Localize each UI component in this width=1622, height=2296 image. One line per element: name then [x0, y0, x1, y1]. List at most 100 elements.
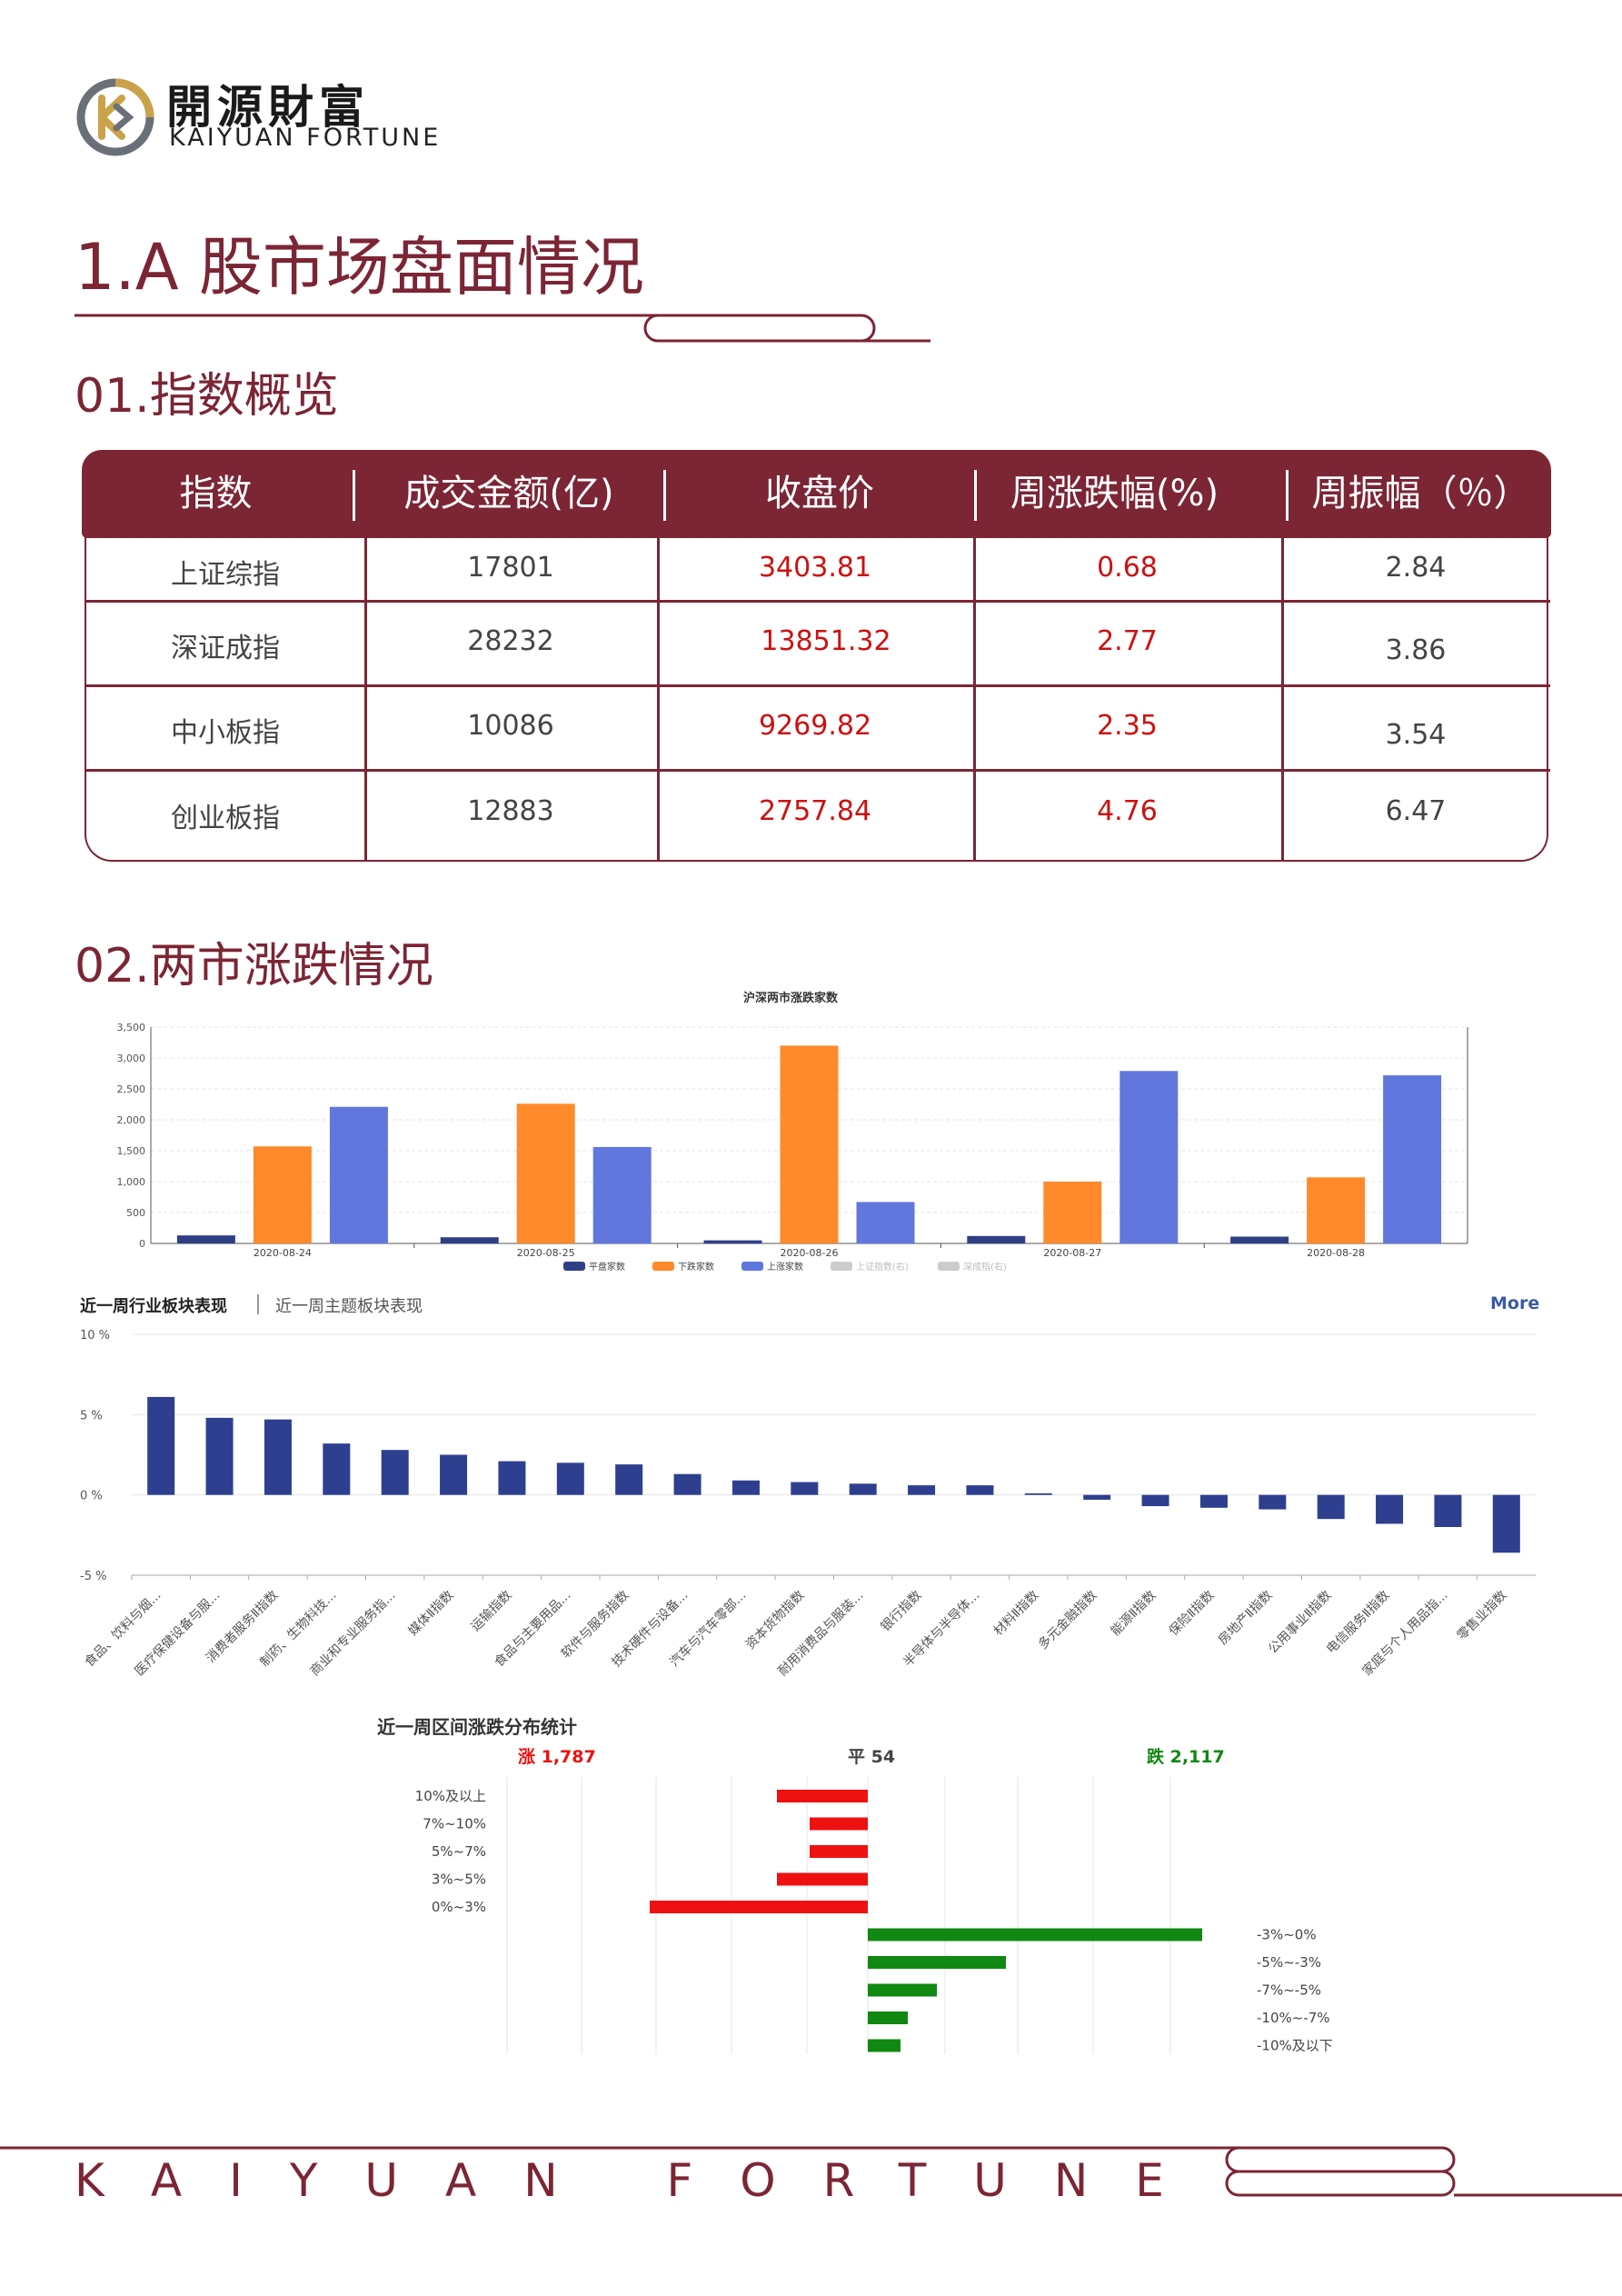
table-cell-amplitude: 6.47: [1385, 795, 1447, 827]
table-cell-turnover: 17801: [467, 552, 554, 584]
subsection-title-index-overview: 01.指数概览: [75, 369, 339, 424]
category-label: 商业和专业服务指...: [307, 1588, 399, 1680]
legend-label: 上涨家数: [767, 1261, 803, 1273]
bar-up: [810, 1845, 868, 1858]
section-title: 1.A 股市场盘面情况: [75, 230, 644, 304]
bar: [1024, 1492, 1052, 1495]
row-divider: [86, 684, 1550, 687]
tab-theme-sectors[interactable]: 近一周主题板块表现: [275, 1297, 423, 1316]
y-tick-label: -5 %: [80, 1570, 106, 1583]
footer-brand-text: KAIYUAN FORTUNE: [75, 2154, 1211, 2207]
bar: [381, 1450, 409, 1495]
column-divider: [1281, 536, 1284, 860]
brand-name-cn: 開源財富: [166, 80, 370, 134]
legend-swatch: [938, 1262, 960, 1271]
y-tick-label: 2,000: [117, 1114, 146, 1126]
bar-上涨家数: [856, 1202, 915, 1243]
bar-上涨家数: [1383, 1075, 1442, 1243]
bar-下跌家数: [516, 1103, 575, 1243]
bar: [1317, 1494, 1345, 1520]
tab-divider: [257, 1294, 259, 1314]
legend-swatch: [652, 1262, 674, 1271]
bar-平盘家数: [176, 1235, 235, 1243]
legend-label: 上证指数(右): [856, 1261, 909, 1273]
header-cell: 指数: [179, 473, 253, 514]
bar: [264, 1419, 292, 1495]
bar: [205, 1417, 234, 1495]
bar-up: [777, 1872, 868, 1886]
chart-grid: [506, 1777, 1171, 2054]
table-cell-turnover: 10086: [467, 710, 554, 742]
y-tick-label: 0: [139, 1238, 145, 1250]
summary-down: 跌 2,117: [1147, 1746, 1225, 1767]
table-cell-amplitude: 3.86: [1385, 634, 1447, 666]
table-cell-close: 3403.81: [758, 552, 872, 584]
bar: [556, 1462, 584, 1495]
column-divider: [364, 536, 367, 860]
table-cell-index-name: 上证综指: [171, 559, 280, 591]
bar-down: [868, 1983, 937, 1997]
header-cell: 周振幅（％）: [1311, 473, 1530, 514]
row-divider: [86, 600, 1550, 603]
y-tick-label: 3,500: [117, 1022, 146, 1033]
category-label: 0%~3%: [432, 1899, 486, 1915]
header-separator: [353, 470, 355, 521]
bar-down: [868, 1956, 1006, 1969]
bar-平盘家数: [440, 1237, 499, 1243]
bar-down: [868, 2039, 901, 2052]
bar: [731, 1480, 760, 1495]
bar-up: [810, 1817, 868, 1831]
x-tick-label: 2020-08-27: [1043, 1247, 1101, 1259]
legend-swatch: [563, 1262, 585, 1271]
x-tick-label: 2020-08-26: [781, 1247, 839, 1259]
legend-swatch: [741, 1262, 763, 1271]
bar: [1083, 1494, 1111, 1500]
category-label: 3%~5%: [432, 1872, 486, 1888]
chart-category-labels: 10%及以上 7%~10% 5%~7% 3%~5% 0%~3% -3%~0% -5%~-3%…: [415, 1788, 1333, 2054]
category-label: -3%~0%: [1257, 1927, 1317, 1943]
tab-industry-sectors[interactable]: 近一周行业板块表现: [80, 1297, 227, 1316]
table-cell-close: 2757.84: [758, 795, 872, 827]
bar: [1434, 1494, 1462, 1527]
more-link[interactable]: More: [1490, 1293, 1540, 1313]
chart-bars: [176, 1045, 1442, 1243]
bar: [498, 1461, 526, 1495]
table-cell-weekly-change: 4.76: [1097, 795, 1158, 827]
subsection-title-market-breadth: 02.两市涨跌情况: [75, 939, 433, 993]
bar: [791, 1482, 819, 1495]
sector-performance-chart: 10 % 5 % 0 % -5 %: [80, 1329, 1536, 1583]
category-label: 家庭与个人用品指...: [1359, 1588, 1451, 1680]
title-underline-decoration: [75, 314, 930, 343]
summary-flat: 平 54: [848, 1747, 895, 1767]
bar: [1492, 1494, 1520, 1553]
category-label: 5%~7%: [432, 1843, 486, 1860]
bar: [966, 1485, 994, 1495]
return-distribution-chart: 近一周区间涨跌分布统计 涨 1,787 平 54 跌 2,117 10%及以上 7…: [377, 1716, 1333, 2054]
table-cell-amplitude: 2.84: [1385, 552, 1447, 584]
bar-下跌家数: [1043, 1182, 1102, 1243]
bar: [615, 1464, 643, 1495]
table-cell-index-name: 中小板指: [171, 717, 280, 749]
advance-decline-chart: 沪深两市涨跌家数 0 500 1,000 1,500 2,000 2,500 3,000 3,…: [117, 991, 1468, 1273]
bar-下跌家数: [780, 1045, 839, 1243]
bar-上涨家数: [1119, 1071, 1179, 1243]
header-separator: [1286, 470, 1289, 521]
brand-name-en: KAIYUAN FORTUNE: [169, 124, 442, 152]
bar-up: [650, 1901, 868, 1913]
table-cell-weekly-change: 2.35: [1097, 710, 1158, 742]
table-cell-index-name: 创业板指: [171, 803, 280, 834]
category-label: 10%及以上: [415, 1788, 486, 1804]
column-divider: [657, 536, 660, 860]
bar-下跌家数: [1307, 1177, 1366, 1243]
table-header: 指数 成交金额(亿) 收盘价 周涨跌幅(%) 周振幅（％）: [82, 450, 1551, 538]
header-cell: 周涨跌幅(%): [1010, 473, 1219, 514]
index-table-body: 上证综指 17801 3403.81 0.68 2.84 深证成指 28232 …: [85, 536, 1550, 862]
bar: [440, 1454, 468, 1495]
x-tick-label: 2020-08-24: [254, 1247, 312, 1259]
bar: [147, 1396, 175, 1495]
summary-up: 涨 1,787: [518, 1747, 596, 1767]
x-tick-label: 2020-08-25: [517, 1247, 575, 1259]
table-cell-close: 13851.32: [761, 625, 891, 657]
bar-down: [868, 2011, 908, 2024]
legend-label: 下跌家数: [678, 1261, 714, 1273]
